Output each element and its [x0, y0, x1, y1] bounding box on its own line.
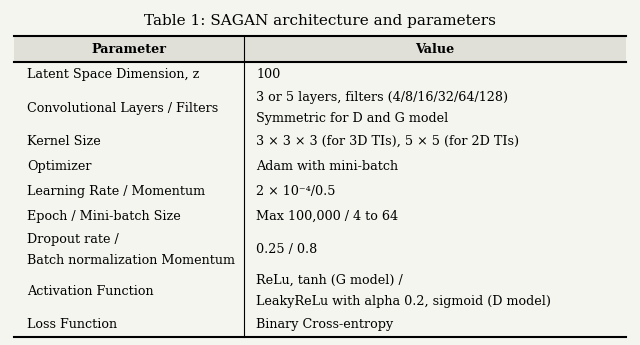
- Text: Parameter: Parameter: [92, 43, 166, 56]
- Text: 3 or 5 layers, filters (4/8/16/32/64/128): 3 or 5 layers, filters (4/8/16/32/64/128…: [256, 91, 508, 104]
- Text: 3 × 3 × 3 (for 3D TIs), 5 × 5 (for 2D TIs): 3 × 3 × 3 (for 3D TIs), 5 × 5 (for 2D TI…: [256, 135, 520, 148]
- Text: Loss Function: Loss Function: [27, 318, 117, 331]
- Bar: [14, 36, 626, 62]
- Text: Max 100,000 / 4 to 64: Max 100,000 / 4 to 64: [256, 210, 399, 223]
- Text: LeakyReLu with alpha 0.2, sigmoid (D model): LeakyReLu with alpha 0.2, sigmoid (D mod…: [256, 295, 551, 308]
- Text: Adam with mini-batch: Adam with mini-batch: [256, 160, 399, 173]
- Text: Value: Value: [415, 43, 454, 56]
- Text: Epoch / Mini-batch Size: Epoch / Mini-batch Size: [27, 210, 180, 223]
- Text: 2 × 10⁻⁴/0.5: 2 × 10⁻⁴/0.5: [256, 185, 336, 198]
- Text: Binary Cross-entropy: Binary Cross-entropy: [256, 318, 394, 331]
- Text: Latent Space Dimension, z: Latent Space Dimension, z: [27, 68, 199, 81]
- Text: Batch normalization Momentum: Batch normalization Momentum: [27, 254, 235, 267]
- Text: Convolutional Layers / Filters: Convolutional Layers / Filters: [27, 102, 218, 115]
- Text: 0.25 / 0.8: 0.25 / 0.8: [256, 243, 317, 256]
- Text: Learning Rate / Momentum: Learning Rate / Momentum: [27, 185, 205, 198]
- Text: 100: 100: [256, 68, 280, 81]
- Text: Symmetric for D and G model: Symmetric for D and G model: [256, 112, 449, 125]
- Text: Activation Function: Activation Function: [27, 285, 154, 297]
- Text: Dropout rate /: Dropout rate /: [27, 233, 118, 246]
- Text: ReLu, tanh (G model) /: ReLu, tanh (G model) /: [256, 274, 403, 287]
- Text: Kernel Size: Kernel Size: [27, 135, 100, 148]
- Text: Optimizer: Optimizer: [27, 160, 92, 173]
- Text: Table 1: SAGAN architecture and parameters: Table 1: SAGAN architecture and paramete…: [144, 13, 496, 28]
